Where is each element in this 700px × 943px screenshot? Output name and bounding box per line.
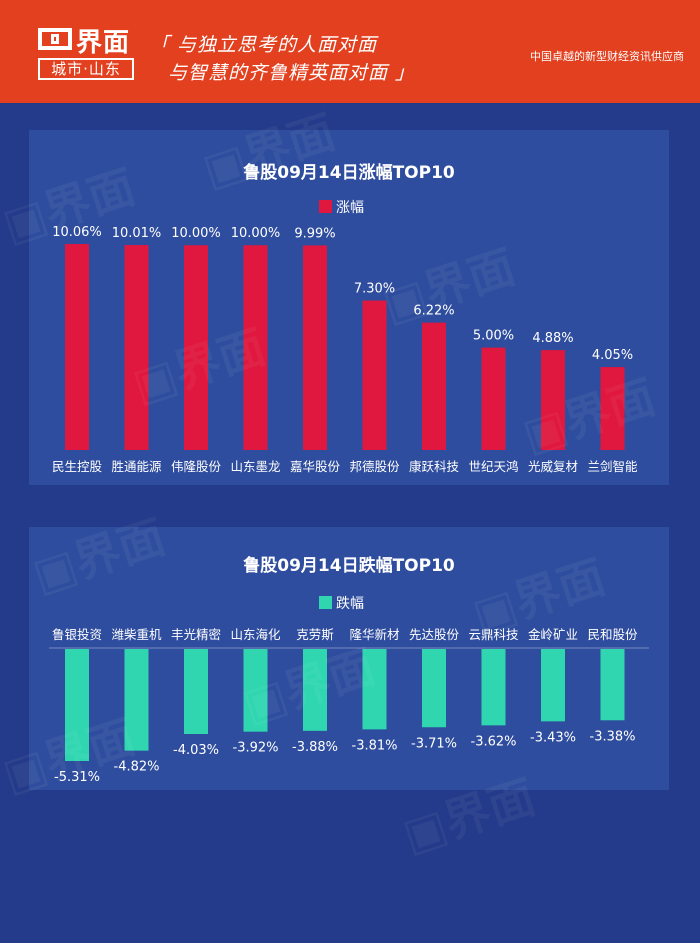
tagline: 中国卓越的新型财经资讯供应商 <box>530 50 684 63</box>
bar <box>303 245 327 450</box>
bar <box>600 367 625 450</box>
logo-sub: 城市·山东 <box>38 58 134 80</box>
category-label: 鲁银投资 <box>52 627 102 642</box>
logo-icon <box>38 28 72 50</box>
legend-label: 涨幅 <box>336 200 364 216</box>
category-label: 伟隆股份 <box>171 459 222 474</box>
category-label: 金岭矿业 <box>528 627 578 642</box>
data-label: -3.71% <box>411 736 457 751</box>
chart-title: 鲁股09月14日涨幅TOP10 <box>243 162 455 183</box>
category-label: 兰剑智能 <box>587 459 638 474</box>
category-label: 民和股份 <box>587 627 638 642</box>
gainers-panel: 鲁股09月14日涨幅TOP10 涨幅 10.06% 民生控股 10.01% 胜通能源 10.… <box>29 130 669 485</box>
category-label: 山东海化 <box>230 627 281 642</box>
bar <box>362 300 387 450</box>
category-label: 山东墨龙 <box>230 459 280 474</box>
category-label: 先达股份 <box>409 627 460 642</box>
category-label: 康跃科技 <box>409 459 460 474</box>
bar <box>303 649 327 731</box>
category-label: 云鼎科技 <box>468 627 519 642</box>
logo-word: 界面 <box>76 28 131 58</box>
slogan-line-2: 与智慧的齐鲁精英面对面 」 <box>168 62 416 84</box>
data-label: -3.81% <box>352 738 398 753</box>
data-label: 10.00% <box>231 226 281 241</box>
bar <box>362 649 387 730</box>
header-banner: 界面 城市·山东 「 与独立思考的人面对面 与智慧的齐鲁精英面对面 」 中国卓越… <box>0 0 700 103</box>
bar <box>600 649 625 721</box>
legend-swatch <box>319 596 332 609</box>
category-label: 民生控股 <box>52 459 103 474</box>
data-label: -3.38% <box>590 729 636 744</box>
bar <box>481 347 506 450</box>
losers-chart: 鲁股09月14日跌幅TOP10 跌幅 -5.31% 鲁银投资 -4.82% 潍柴重机 -4.… <box>49 555 649 785</box>
data-label: -3.88% <box>292 740 338 755</box>
data-label: 6.22% <box>413 304 454 319</box>
legend-swatch <box>319 200 332 213</box>
category-label: 丰光精密 <box>171 627 221 642</box>
data-label: 10.00% <box>171 226 221 241</box>
data-label: 4.88% <box>532 331 573 346</box>
category-label: 世纪天鸿 <box>468 459 518 474</box>
data-label: 4.05% <box>592 348 633 363</box>
data-label: -3.43% <box>530 730 576 745</box>
data-label: 10.01% <box>112 226 162 241</box>
category-label: 胜通能源 <box>111 459 162 474</box>
bar <box>541 350 565 450</box>
logo: 界面 城市·山东 <box>38 24 134 80</box>
category-label: 邦德股份 <box>349 459 400 474</box>
bar <box>65 649 89 761</box>
data-label: -3.92% <box>233 741 279 756</box>
bar <box>243 245 268 450</box>
gainers-chart: 鲁股09月14日涨幅TOP10 涨幅 10.06% 民生控股 10.01% 胜通能源 10.… <box>52 162 638 474</box>
data-label: -4.03% <box>173 743 219 758</box>
data-label: 7.30% <box>354 282 395 297</box>
slogan-line-1: 「 与独立思考的人面对面 <box>150 34 378 56</box>
category-label: 克劳斯 <box>296 627 334 642</box>
bar <box>422 649 446 728</box>
bar <box>124 649 149 751</box>
bar <box>65 244 89 450</box>
data-label: 10.06% <box>52 225 102 240</box>
category-label: 潍柴重机 <box>111 627 162 642</box>
data-label: -5.31% <box>54 770 100 785</box>
bar <box>184 245 208 450</box>
legend-label: 跌幅 <box>336 596 364 612</box>
data-label: 5.00% <box>473 329 514 344</box>
bar <box>124 245 149 450</box>
chart-title: 鲁股09月14日跌幅TOP10 <box>243 555 455 576</box>
category-label: 光威复材 <box>528 459 578 474</box>
data-label: 9.99% <box>294 226 335 241</box>
data-label: -3.62% <box>471 734 517 749</box>
category-label: 嘉华股份 <box>290 459 341 474</box>
bar <box>243 649 268 732</box>
bar <box>481 649 506 726</box>
data-label: -4.82% <box>114 760 160 775</box>
bar <box>541 649 565 722</box>
losers-panel: 鲁股09月14日跌幅TOP10 跌幅 -5.31% 鲁银投资 -4.82% 潍柴重机 -4.… <box>29 527 669 790</box>
category-label: 隆华新材 <box>349 627 399 642</box>
bar <box>184 649 208 735</box>
bar <box>422 322 446 450</box>
